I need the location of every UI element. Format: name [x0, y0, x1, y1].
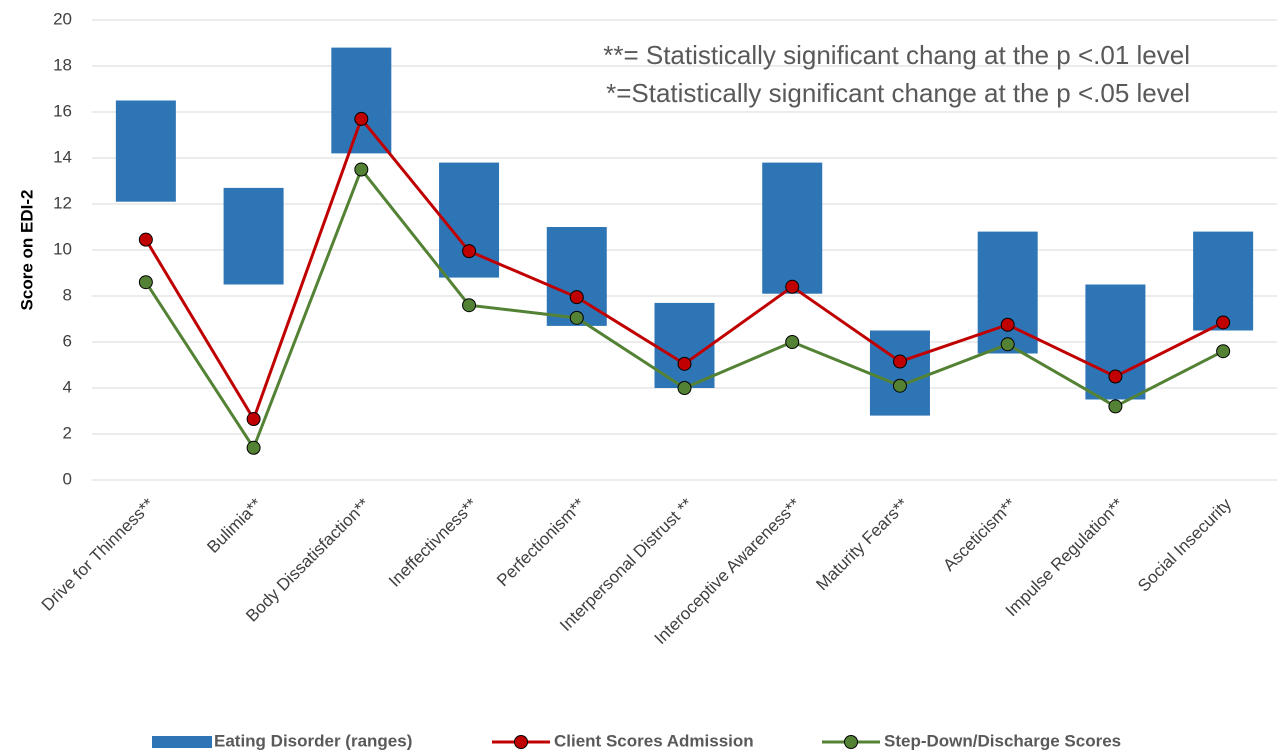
point [677, 381, 692, 395]
legend-swatch [514, 735, 528, 749]
y-tick-label: 16 [53, 101, 72, 120]
point [785, 335, 800, 349]
y-tick-label: 12 [53, 193, 72, 212]
range-bar [223, 187, 284, 285]
point [1108, 399, 1123, 414]
legend-label: Step-Down/Discharge Scores [884, 731, 1121, 750]
point [569, 290, 584, 305]
y-axis-label: Score on EDI-2 [17, 190, 36, 311]
point [892, 354, 907, 369]
annotation: **= Statistically significant chang at t… [603, 40, 1190, 70]
point [462, 298, 477, 313]
legend-label: Eating Disorder (ranges) [214, 731, 412, 750]
point [354, 111, 369, 126]
point [569, 310, 584, 325]
x-tick-label: Drive for Thinness** [38, 494, 158, 614]
point [1216, 344, 1231, 359]
x-tick-label: Maturity Fears** [812, 494, 912, 594]
y-tick-label: 2 [63, 423, 72, 442]
x-tick-label: Impulse Regulation** [1002, 494, 1128, 620]
x-tick-label: Asceticism** [939, 494, 1020, 575]
y-tick-label: 6 [63, 331, 72, 350]
point [1216, 315, 1231, 330]
x-tick-label: Perfectionism** [493, 494, 589, 590]
range-bar [331, 47, 392, 154]
x-tick-label: Ineffectivness** [385, 494, 481, 590]
range-bar [1193, 231, 1254, 331]
y-tick-label: 18 [53, 55, 72, 74]
point [892, 378, 907, 393]
range-bar [115, 100, 176, 202]
y-tick-label: 14 [53, 147, 72, 166]
point [677, 356, 692, 371]
legend-swatch [844, 735, 858, 749]
y-tick-label: 0 [63, 469, 72, 488]
point [1000, 317, 1015, 332]
y-tick-label: 10 [53, 239, 72, 258]
point [354, 162, 369, 177]
x-tick-label: Bulimia** [203, 494, 265, 556]
y-tick-label: 4 [63, 377, 72, 396]
legend-swatch [152, 736, 212, 748]
y-tick-label: 20 [53, 9, 72, 28]
point [1108, 369, 1123, 384]
point [246, 440, 261, 455]
range-bar [869, 330, 930, 416]
point [246, 412, 261, 427]
point [138, 232, 153, 247]
point [138, 275, 153, 290]
range-bar [762, 162, 823, 294]
point [462, 244, 477, 259]
x-tick-label: Social Insecurity [1134, 494, 1235, 595]
annotation: *=Statistically significant change at th… [606, 78, 1190, 108]
x-tick-label: Body Dissatisfaction** [242, 494, 373, 625]
point [785, 279, 800, 294]
legend-label: Client Scores Admission [554, 731, 754, 750]
y-tick-label: 8 [63, 285, 72, 304]
point [1000, 337, 1015, 352]
